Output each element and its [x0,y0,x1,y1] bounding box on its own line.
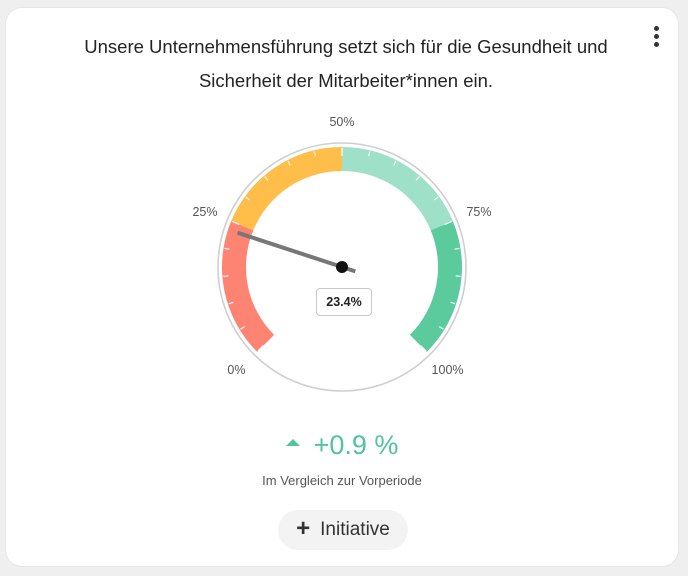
gauge-tick [415,176,420,181]
gauge-tick [231,220,240,226]
gauge-tick [240,326,246,330]
more-vertical-icon[interactable] [644,22,668,50]
add-initiative-label: Initiative [320,519,390,540]
gauge-needle [236,230,356,274]
gauge-tick-label: 50% [329,115,354,129]
gauge-outer-ring [217,142,467,392]
gauge-tick [367,151,371,157]
gauge-segment-0 [222,221,275,352]
gauge-tick [257,345,264,352]
gauge-chart: 0% 25% 50% 75% 100% [192,115,492,392]
gauge-tick [245,196,251,201]
gauge-tick [450,301,456,305]
gauge-value-label: 23.4% [316,288,372,316]
delta-value: +0.9 % [313,430,399,460]
gauge-tick-label: 0% [227,363,245,377]
delta-caption: Im Vergleich zur Vorperiode [262,473,422,488]
plus-icon: + [296,515,311,542]
gauge-tick [264,176,269,181]
gauge-segment-2 [342,147,453,231]
gauge-needle-hub [336,261,348,273]
gauge-tick-label: 100% [432,363,464,377]
gauge-tick [420,345,427,352]
card-title: Unsere Unternehmensführung setzt sich fü… [84,36,608,91]
gauge-tick [313,151,317,157]
gauge-tick [433,196,439,201]
delta-indicator: +0.9 % [6,430,678,461]
gauge-tick [454,247,460,250]
gauge-tick [228,301,234,305]
kpi-card: Unsere Unternehmensführung setzt sich fü… [6,8,678,566]
gauge-tick [224,247,230,250]
add-initiative-button[interactable]: + Initiative [278,510,408,550]
gauge-tick-label: 75% [466,205,491,219]
gauge-tick [438,326,444,330]
gauge-tick [444,220,453,226]
triangle-up-icon [285,439,300,446]
gauge-tick-label: 25% [192,205,217,219]
gauge-segment-1 [231,147,342,231]
gauge-tick [287,160,291,166]
gauge-segment-3 [409,221,462,352]
gauge-tick [393,160,397,166]
